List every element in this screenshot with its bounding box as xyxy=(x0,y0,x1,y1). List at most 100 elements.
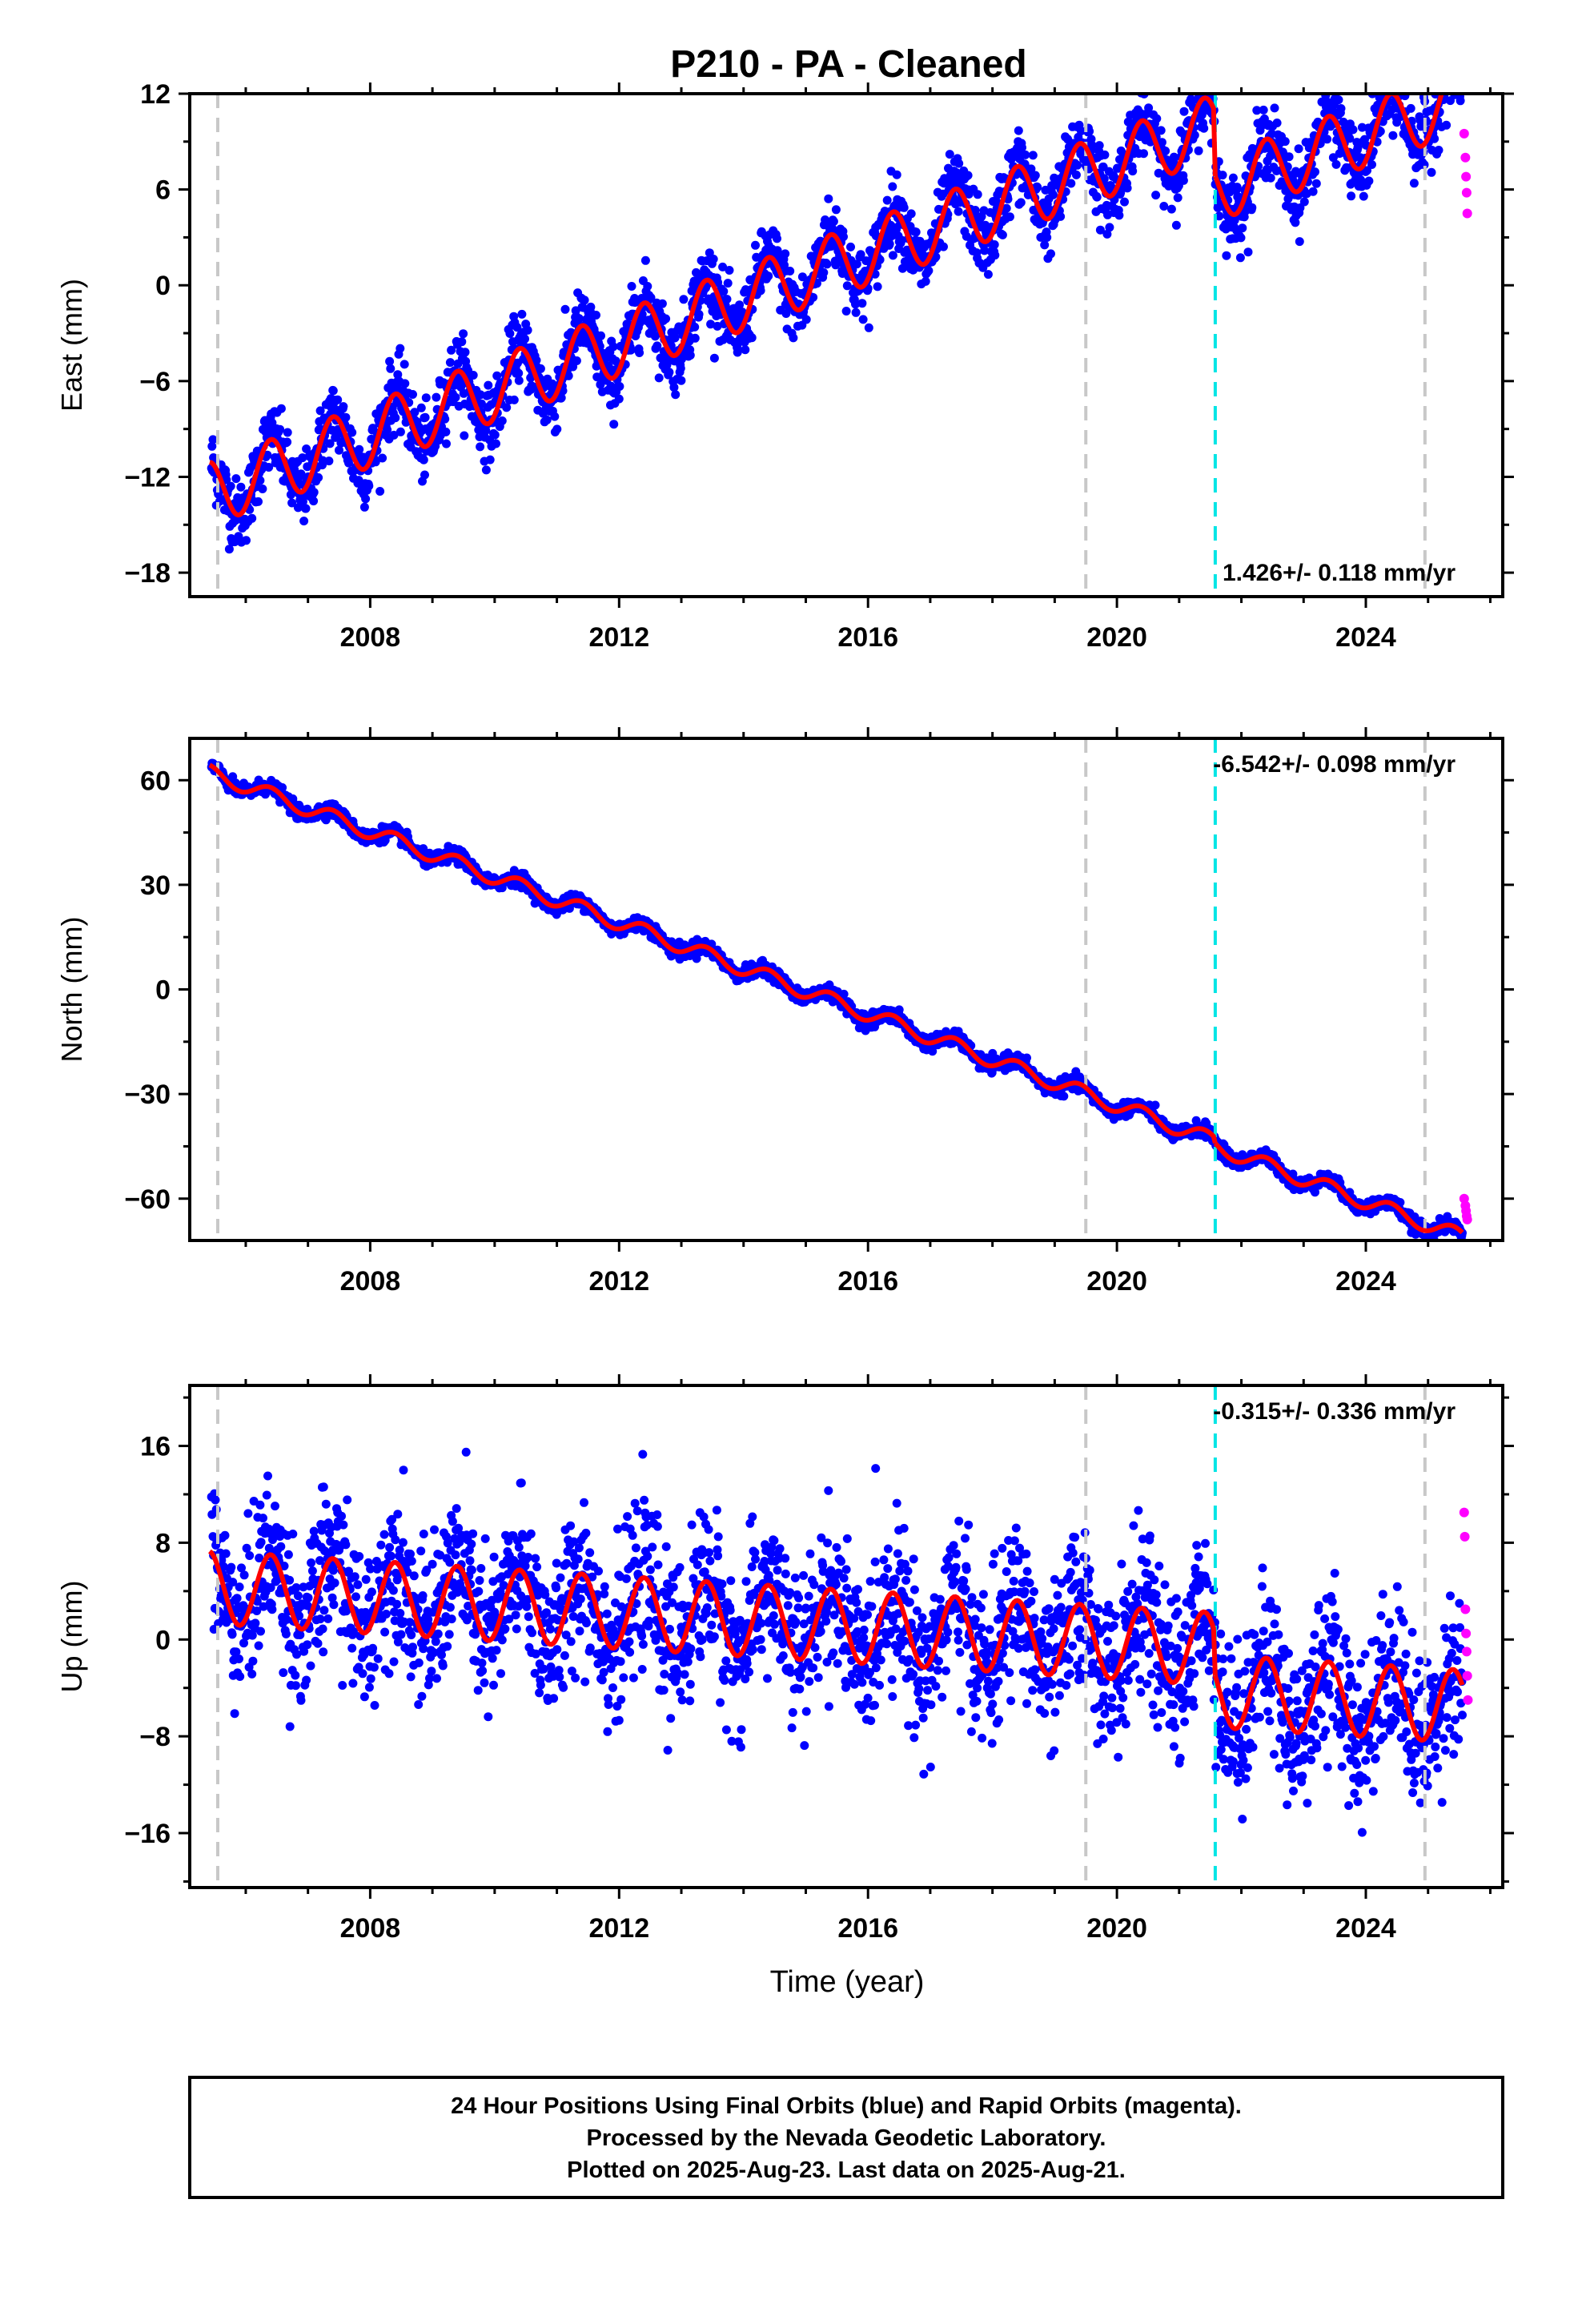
east-final-point xyxy=(1169,152,1178,162)
east-final-point xyxy=(921,276,930,286)
east-final-point xyxy=(785,267,795,275)
east-final-point xyxy=(560,304,570,314)
east-final-point xyxy=(657,299,667,308)
east-final-point xyxy=(1228,173,1238,183)
east-final-point xyxy=(328,386,338,396)
east-frame xyxy=(188,92,1504,598)
east-final-point xyxy=(990,240,999,249)
east-final-point xyxy=(906,209,916,219)
east-final-point xyxy=(643,282,652,291)
east-final-point xyxy=(1179,107,1189,116)
east-final-point xyxy=(476,442,485,452)
east-rapid-point xyxy=(1462,208,1472,219)
east-final-point xyxy=(735,300,745,310)
north-plot-area xyxy=(207,738,1472,1240)
east-final-point xyxy=(980,246,990,255)
east-final-point xyxy=(646,293,656,303)
east-final-point xyxy=(939,242,948,251)
east-final-point xyxy=(1236,233,1246,243)
east-final-point xyxy=(378,453,387,463)
east-final-point xyxy=(1427,167,1436,177)
east-final-point xyxy=(882,195,892,205)
east-final-point xyxy=(640,255,650,265)
east-final-point xyxy=(1102,229,1112,239)
east-final-point xyxy=(457,337,467,347)
east-final-point xyxy=(410,408,420,417)
east-final-point xyxy=(542,415,552,424)
east-final-point xyxy=(1272,119,1282,127)
east-final-point xyxy=(298,453,307,463)
east-final-point xyxy=(713,321,722,331)
east-final-point xyxy=(1294,144,1303,154)
north-final-point xyxy=(1311,1188,1319,1197)
east-final-point xyxy=(420,412,430,422)
east-model-curve-2 xyxy=(1213,94,1444,217)
east-final-point xyxy=(416,403,426,412)
east-final-point xyxy=(1099,174,1109,183)
east-final-point xyxy=(1018,143,1026,152)
east-final-point xyxy=(385,356,395,366)
east-final-point xyxy=(661,314,671,324)
east-final-point xyxy=(364,481,374,491)
east-final-point xyxy=(247,513,257,523)
east-final-point xyxy=(615,382,624,391)
east-final-point xyxy=(1056,211,1066,221)
east-final-point xyxy=(1456,96,1465,106)
east-final-point xyxy=(1190,131,1199,140)
east-final-point xyxy=(864,323,873,332)
east-final-point xyxy=(572,356,581,365)
east-final-point xyxy=(665,368,674,377)
east-x-tick-label: 2016 xyxy=(837,622,898,653)
east-final-point xyxy=(670,333,680,343)
east-final-point xyxy=(509,395,519,404)
east-final-point xyxy=(207,441,217,451)
east-final-point xyxy=(341,412,351,422)
east-final-point xyxy=(1005,212,1014,222)
east-final-point xyxy=(505,329,515,338)
east-final-point xyxy=(1222,251,1231,260)
east-final-point xyxy=(1016,198,1026,207)
east-final-point xyxy=(1311,179,1321,188)
east-final-point xyxy=(873,282,882,292)
east-final-point xyxy=(741,345,750,355)
east-rapid-point xyxy=(1460,152,1471,163)
east-final-point xyxy=(520,334,529,344)
east-final-point xyxy=(797,272,807,282)
east-final-point xyxy=(751,240,760,250)
east-final-point xyxy=(442,439,451,448)
east-final-point xyxy=(514,376,524,385)
east-final-point xyxy=(1139,149,1148,159)
east-final-point xyxy=(756,286,765,296)
east-final-point xyxy=(747,333,757,343)
east-final-point xyxy=(970,206,980,215)
east-final-point xyxy=(875,255,885,264)
east-final-point xyxy=(283,437,292,447)
east-final-point xyxy=(339,402,348,412)
east-model-curve-1 xyxy=(209,95,1218,518)
east-final-point xyxy=(635,348,644,357)
east-final-point xyxy=(852,259,861,269)
east-final-point xyxy=(1345,134,1355,143)
north-final-point xyxy=(839,989,849,999)
east-final-point xyxy=(983,270,993,279)
east-final-point xyxy=(1336,104,1346,113)
east-final-point xyxy=(1388,131,1398,140)
east-final-point xyxy=(1151,191,1161,200)
east-final-point xyxy=(1144,103,1154,113)
east-final-point xyxy=(301,504,311,513)
east-x-tick-label: 2020 xyxy=(1086,622,1147,653)
east-final-point xyxy=(1156,126,1166,135)
east-final-point xyxy=(990,251,1000,260)
east-final-point xyxy=(1092,192,1102,202)
east-x-tick-label: 2012 xyxy=(588,622,649,653)
east-final-point xyxy=(931,252,941,262)
east-final-point xyxy=(1331,159,1341,169)
east-final-point xyxy=(1002,203,1011,213)
east-y-axis-label: East (mm) xyxy=(55,279,88,412)
east-final-point xyxy=(536,364,545,373)
east-final-point xyxy=(335,445,343,455)
east-final-point xyxy=(709,255,718,263)
east-final-point xyxy=(1178,175,1188,185)
east-final-point xyxy=(1364,176,1374,186)
east-final-point xyxy=(1367,160,1376,169)
